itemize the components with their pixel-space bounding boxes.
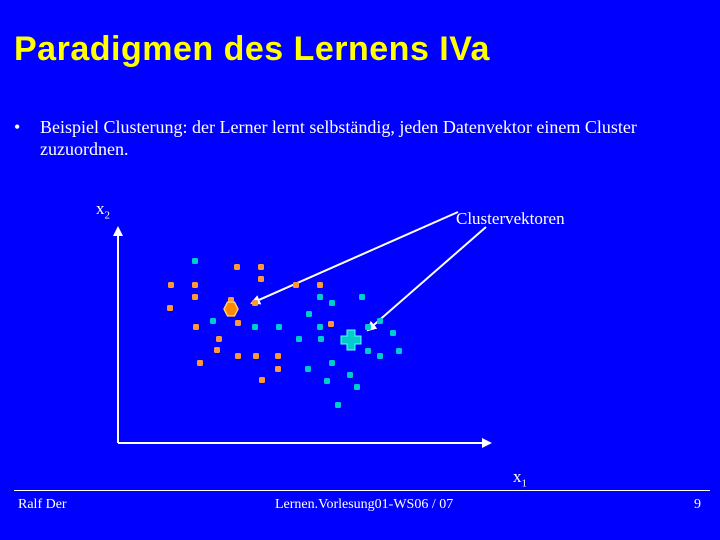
orange-data-point [328,321,334,327]
orange-data-point [235,320,241,326]
orange-data-point [293,282,299,288]
cyan-data-point [359,294,365,300]
orange-data-point [192,294,198,300]
cyan-data-point [276,324,282,330]
orange-data-point [235,353,241,359]
cyan-data-point [354,384,360,390]
y-axis-subscript: 2 [104,209,111,222]
orange-data-point [214,347,220,353]
clustervektoren-label: Clustervektoren [456,209,565,228]
orange-data-point [275,353,281,359]
callout-arrow-orange [250,211,459,305]
orange-cluster-center [223,301,239,317]
orange-data-point [258,264,264,270]
cyan-cluster-center [340,329,362,351]
orange-data-point [216,336,222,342]
cyan-data-point [192,258,198,264]
cyan-data-point [365,324,371,330]
bullet-marker: • [14,117,21,137]
cyan-data-point [390,330,396,336]
orange-data-point [252,300,258,306]
x-axis-label: x1 [513,467,528,490]
orange-data-point [259,377,265,383]
footer-lecture: Lernen.Vorlesung01-WS06 / 07 [275,497,454,512]
data-points [167,258,402,408]
footer-author: Ralf Der [18,497,67,512]
footer-page-number: 9 [694,497,701,512]
cyan-data-point [252,324,258,330]
cyan-data-point [335,402,341,408]
orange-data-point [168,282,174,288]
orange-data-point [317,282,323,288]
orange-data-point [275,366,281,372]
cyan-data-point [377,318,383,324]
cyan-data-point [329,360,335,366]
cyan-data-point [210,318,216,324]
orange-data-point [193,324,199,330]
orange-data-point [253,353,259,359]
orange-data-point [167,305,173,311]
orange-data-point [197,360,203,366]
cyan-data-point [296,336,302,342]
callout-arrow-cyan [366,226,487,332]
footer-divider [14,490,710,491]
orange-data-point [258,276,264,282]
cyan-data-point [329,300,335,306]
cyan-data-point [324,378,330,384]
cyan-data-point [306,311,312,317]
cyan-data-point [347,372,353,378]
cyan-data-point [317,294,323,300]
y-axis-label: x2 [96,199,111,222]
x-axis-subscript: 1 [521,477,528,490]
cyan-data-point [365,348,371,354]
cyan-data-point [377,353,383,359]
orange-data-point [234,264,240,270]
orange-data-point [192,282,198,288]
cyan-data-point [396,348,402,354]
slide-title: Paradigmen des Lernens IVa [14,30,490,68]
cyan-data-point [317,324,323,330]
cyan-data-point [305,366,311,372]
bullet-text: Beispiel Clusterung: der Lerner lernt se… [40,117,637,159]
cyan-data-point [318,336,324,342]
